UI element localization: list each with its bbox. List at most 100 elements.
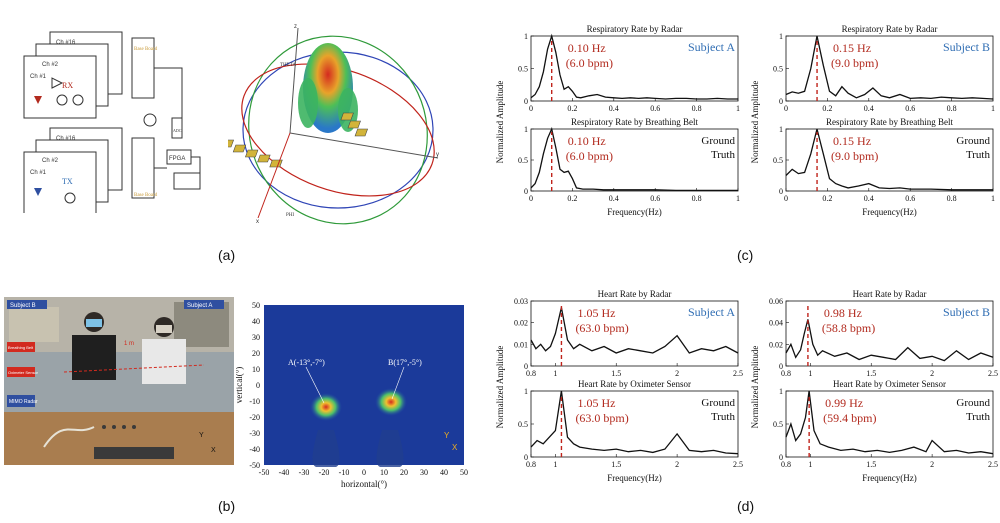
heatmap-y-tick: 0 [256,381,260,390]
silhouette-b [376,430,404,467]
chart-title: Heart Rate by Radar [598,289,672,299]
chart-title: Heart Rate by Oximeter Sensor [578,379,691,389]
heatmap-plot-area [264,305,464,465]
spectrum-line [530,307,739,354]
radar-block-diagram: Ch #1 Ch #2 Ch #16 RX TX Ch #1 Ch #2 Ch … [23,31,201,213]
y-tick-label: 0.5 [518,156,528,165]
point-b-label: B(17°,-5°) [388,358,422,367]
peak-bpm-label: (63.0 bpm) [575,411,628,425]
tx-ch2-label: Ch #2 [42,158,59,164]
y-label: y [436,152,439,158]
heatmap-x-tick: 0 [362,468,366,477]
chart-title: Respiratory Rate by Breathing Belt [826,117,953,127]
spectrum-chart: Respiratory Rate by Radar 0 0.2 0.4 0.6 0.8 1 0… [518,24,740,113]
panel-label-c: (c) [737,247,754,263]
person-b-mask [156,325,172,333]
spectrum-line [530,33,738,100]
y-tick-label: 0.5 [773,156,783,165]
distance-line [63,364,205,373]
y-axis-label: Normalized Amplitude [750,346,760,429]
x-tick-label: 1 [991,194,995,203]
ch2-label: Ch #2 [42,62,59,68]
heatmap-x-tick: -40 [279,468,290,477]
peak-frequency-label: 0.15 Hz [833,134,871,148]
hotspot-a [310,393,342,421]
heatmap-x-tick: -30 [299,468,310,477]
heatmap-x-axis: X [452,443,458,452]
experiment-photo: Subject B Subject A Breathing Belt Oxime… [4,297,234,465]
heatmap-y-tick: -20 [249,413,260,422]
spectrum-chart: Respiratory Rate by Radar 0 0.2 0.4 0.6 0.8 1 0… [773,24,995,113]
x-tick-label: 1 [808,369,812,378]
chart-title: Respiratory Rate by Breathing Belt [571,117,698,127]
x-tick-label: 0 [529,194,533,203]
tx-antenna-icon [34,188,42,196]
x-axis-label: Frequency(Hz) [607,473,661,483]
tx-base-board [131,137,155,199]
x-tick-label: 0.6 [905,104,915,113]
x-tick-label: 2.5 [988,369,998,378]
tx-source-icon [64,192,76,204]
spectrum-chart: Heart Rate by Radar 0.8 1 1.5 2 2.5 0 0.01 0.02 0… [514,289,743,378]
tx-label: TX [62,177,73,186]
photo-y-axis: Y [199,432,204,439]
y-axis-label-container: Normalized Amplitude [750,346,760,429]
rx-antenna-icon [34,96,42,104]
peak-frequency-label: 0.99 Hz [825,396,863,410]
person-b-body [142,339,186,384]
truth-label: Truth [711,149,736,161]
heatmap-x-tick: 10 [380,468,388,477]
localization-heatmap: A(-13°,-7°) B(17°,-5°) Y X -50 -40 -30 -20-… [236,301,468,489]
y-axis [289,132,439,159]
pointer-a [305,366,325,404]
x-axis [257,132,291,219]
y-tick-label: 0.04 [769,319,783,328]
x-axis-label: Frequency(Hz) [862,473,916,483]
spectrum-chart: Heart Rate by Oximeter Sensor 0.8 1 1.5 2 2.5… [773,379,998,483]
x-tick-label: 1 [736,104,740,113]
y-axis-label-container: Normalized Amplitude [495,346,505,429]
heatmap-y-tick: -30 [249,429,260,438]
ground-label: Ground [956,397,990,409]
ground-label: Ground [956,135,990,147]
spectrum-chart: Heart Rate by Radar 0.8 1 1.5 2 2.5 0 0.02 0.04 0… [769,289,998,378]
adc-label: ADC [173,128,182,133]
x-tick-label: 1.5 [611,460,621,469]
heatmap-y-tick: 40 [252,317,260,326]
peak-frequency-label: 1.05 Hz [577,306,615,320]
peak-frequency-label: 0.10 Hz [568,134,606,148]
y-tick-label: 1 [524,32,528,41]
peak-bpm-label: (6.0 bpm) [566,56,613,70]
heatmap-x-ticks: -50 -40 -30 -20 -10 0 10 20 30 40 50 [259,468,468,477]
x-tick-label: 1 [553,460,557,469]
x-tick-label: 0.8 [692,194,702,203]
x-tick-label: 0 [784,194,788,203]
y-tick-label: 0.02 [769,340,783,349]
heatmap-x-tick: -10 [339,468,350,477]
subject-label: Subject B [943,305,990,319]
tx-base-board-label: Base Board [134,193,158,198]
x-tick-label: 1.5 [866,369,876,378]
y-tick-label: 0.5 [773,65,783,74]
x-tick-label: 0.4 [609,194,619,203]
lo-icon [72,94,84,106]
x-tick-label: 1 [808,460,812,469]
ch1-label: Ch #1 [30,74,47,80]
x-tick-label: 0.8 [947,194,957,203]
pointer-b [391,366,405,400]
person-a-mask [86,319,102,327]
peak-bpm-label: (63.0 bpm) [575,321,628,335]
subject-b-tag: Subject B [10,303,36,309]
spectrum-line [785,35,994,100]
chart-title: Heart Rate by Radar [853,289,927,299]
radiation-pattern: z y x THETA PHI [228,24,439,225]
peak-frequency-label: 0.98 Hz [824,306,862,320]
x-tick-label: 0.2 [567,194,577,203]
y-tick-label: 0 [779,187,783,196]
silhouette-a [312,430,340,467]
heatmap-y-tick: -50 [249,461,260,470]
peak-bpm-label: (59.4 bpm) [823,411,876,425]
fpga-label: FPGA [169,156,185,162]
breathing-belt-tag: Breathing Belt [8,345,34,350]
x-tick-label: 0.4 [609,104,619,113]
